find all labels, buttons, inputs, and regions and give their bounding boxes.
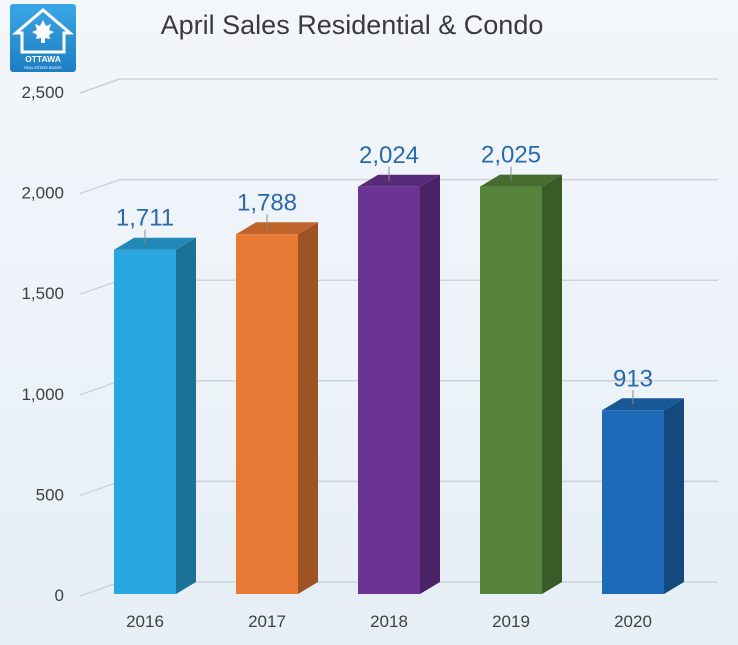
bar-side [176,237,196,594]
bar-side [664,398,684,594]
data-label: 2,025 [481,142,541,169]
gridline-depth [79,380,121,396]
logo-text-main: OTTAWA [25,54,61,64]
x-tick-label: 2017 [248,612,286,631]
data-label: 1,788 [237,189,297,216]
x-axis: 2016 2017 2018 2019 2020 [126,612,652,631]
bar-side [420,174,440,595]
bar-2017: 1,788 [236,189,318,594]
x-tick-label: 2020 [614,612,652,631]
gridline-depth [79,178,121,195]
bar-2018: 2,024 [358,142,440,595]
bar-front [358,186,420,595]
chart-title: April Sales Residential & Condo [161,10,544,40]
ottawa-real-estate-board-logo: OTTAWA REAL ESTATE BOARD [10,4,76,72]
bar-front [480,186,542,594]
y-tick-label: 500 [36,485,64,504]
gridline-depth [79,480,121,497]
data-label: 913 [613,365,653,392]
logo-text-sub: REAL ESTATE BOARD [24,66,62,70]
x-tick-label: 2019 [492,612,530,631]
data-label: 2,024 [359,142,419,169]
bar-2020: 913 [602,365,684,594]
bar-top [602,398,684,411]
bar-top [114,237,196,250]
bars: 1,711 1,788 2,024 2,025 913 [114,142,684,595]
y-tick-label: 0 [55,586,64,605]
bar-side [298,222,318,594]
gridline-depth [79,78,121,94]
maple-leaf-icon [32,20,54,43]
bar-front [602,410,664,594]
bar-front [114,249,176,594]
x-tick-label: 2016 [126,612,164,631]
bar-side [542,174,562,594]
bar-2016: 1,711 [114,205,196,594]
bar-front [236,234,298,594]
bar-top [236,222,318,235]
y-tick-label: 1,500 [21,284,64,303]
gridline-depth [79,279,121,295]
bar-2019: 2,025 [480,142,562,594]
y-tick-label: 2,500 [21,83,64,102]
y-axis: 0 500 1,000 1,500 2,000 2,500 [21,83,64,605]
bar-top [358,174,440,187]
y-tick-label: 1,000 [21,385,64,404]
x-tick-label: 2018 [370,612,408,631]
house-icon [11,8,75,54]
data-label: 1,711 [116,205,174,232]
y-tick-label: 2,000 [21,184,64,203]
bar-top [480,174,562,187]
gridline-depth [79,581,121,597]
